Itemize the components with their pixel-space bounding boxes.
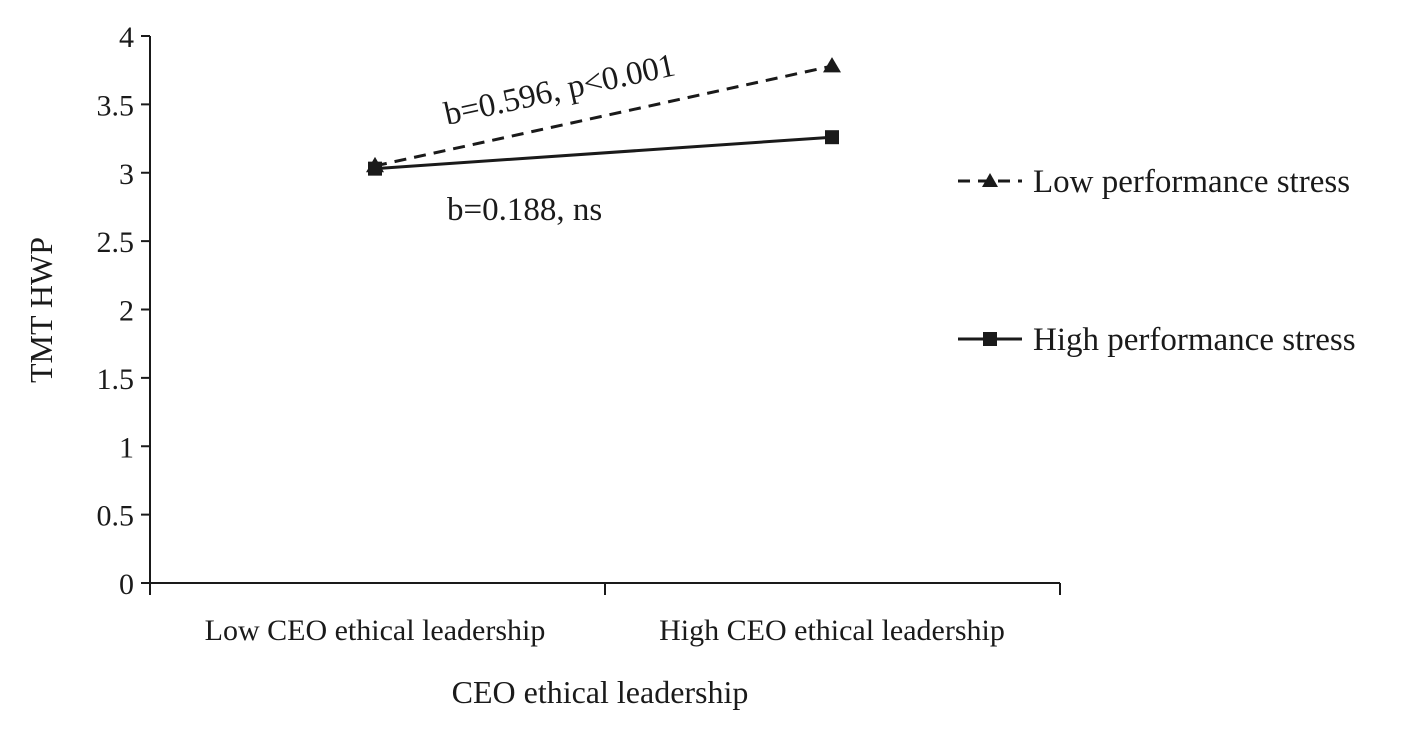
y-tick-label: 0.5 [97,500,135,533]
y-tick-label: 0 [119,568,134,601]
axes [149,36,1060,584]
data-point-triangle [823,57,841,73]
data-point-square [368,161,382,176]
y-tick-label: 3.5 [97,89,135,122]
x-ticks: Low CEO ethical leadership High CEO ethic… [149,583,1061,647]
y-tick-label: 2.5 [97,226,135,259]
legend-square-marker [983,332,997,346]
legend-label: High performance stress [1033,322,1356,358]
x-tick-label: Low CEO ethical leadership [205,614,546,647]
y-tick-label: 2 [119,295,134,328]
legend: Low performance stress High performance s… [958,164,1356,358]
y-tick-label: 3 [119,158,134,191]
legend-triangle-marker [982,173,998,187]
y-tick-label: 1.5 [97,363,135,396]
x-tick-label: High CEO ethical leadership [659,614,1005,647]
legend-label: Low performance stress [1033,164,1350,200]
series-line-low-performance-stress [374,64,833,168]
y-tick-label: 1 [119,431,134,464]
annotations: b=0.596, p<0.001 b=0.188, ns [441,47,678,228]
x-axis-title: CEO ethical leadership [452,674,749,710]
series-line-high-performance-stress [374,135,833,171]
series-markers [366,57,841,176]
annotation-high-performance-stress: b=0.188, ns [447,192,602,228]
annotation-low-performance-stress: b=0.596, p<0.001 [441,47,678,132]
series-lines [374,64,833,171]
y-axis-title: TMT HWP [23,237,59,383]
y-tick-label: 4 [119,21,134,54]
data-point-square [825,130,839,145]
y-ticks: 0 0.5 1 1.5 2 2.5 3 3.5 4 [97,21,150,601]
